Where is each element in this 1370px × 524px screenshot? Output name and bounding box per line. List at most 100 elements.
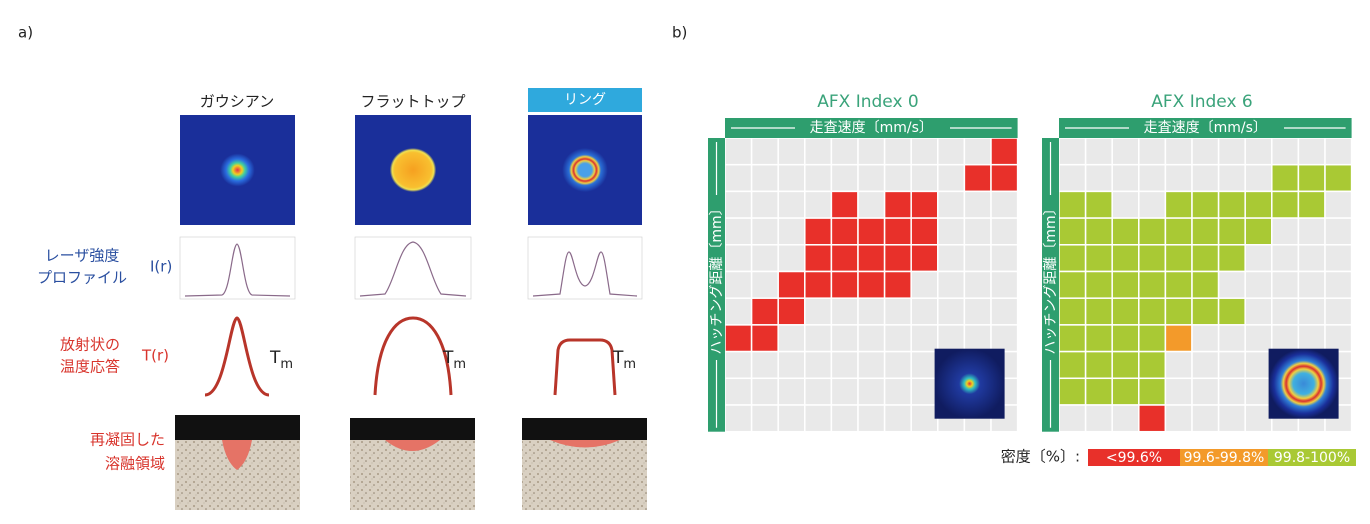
map-cell xyxy=(1138,190,1167,219)
map-cell xyxy=(724,324,753,353)
map-cell xyxy=(750,297,779,326)
map-cell xyxy=(1217,244,1246,273)
map-cell xyxy=(804,404,833,433)
map-cell xyxy=(750,404,779,433)
map-cell xyxy=(1244,217,1273,246)
map-cell xyxy=(1191,297,1220,326)
map-cell xyxy=(883,270,912,299)
map-cell xyxy=(750,217,779,246)
melt-temperature: Tm xyxy=(442,348,466,372)
map-cell xyxy=(1058,297,1087,326)
map-cell xyxy=(1084,163,1113,193)
map-cell xyxy=(777,217,806,246)
map-cell xyxy=(1297,270,1326,299)
row-label: レーザ強度 xyxy=(45,247,120,265)
map-cell xyxy=(1244,297,1273,326)
map-cell xyxy=(1138,244,1167,273)
map-cell xyxy=(1324,270,1353,299)
map-cell xyxy=(724,137,753,166)
map-cell xyxy=(990,244,1019,273)
map-cell xyxy=(724,190,753,219)
map-cell xyxy=(1111,404,1140,433)
map-cell xyxy=(1164,190,1193,219)
melt-temperature: Tm xyxy=(612,348,636,372)
map-cell xyxy=(1324,324,1353,353)
beam-image xyxy=(355,115,471,225)
map-cell xyxy=(777,350,806,380)
map-cell xyxy=(777,270,806,299)
map-cell xyxy=(1164,377,1193,406)
map-cell xyxy=(1297,190,1326,219)
map-cell xyxy=(990,190,1019,219)
map-cell xyxy=(750,270,779,299)
map-cell xyxy=(724,244,753,273)
map-cell xyxy=(1058,404,1087,433)
map-cell xyxy=(777,244,806,273)
row-label: プロファイル xyxy=(37,269,127,287)
map-cell xyxy=(1111,324,1140,353)
map-cell xyxy=(724,217,753,246)
row-label: 溶融領域 xyxy=(105,455,165,473)
map-cell xyxy=(963,297,992,326)
map-cell xyxy=(1297,217,1326,246)
map-cell xyxy=(963,270,992,299)
map-cell xyxy=(963,217,992,246)
tm-base: T xyxy=(442,348,454,368)
map-cell xyxy=(910,190,939,219)
map-cell xyxy=(804,190,833,219)
map-cell xyxy=(1084,350,1113,380)
profile-frames xyxy=(179,236,643,300)
header-box xyxy=(528,88,642,112)
map-cell xyxy=(1058,217,1087,246)
map-cell xyxy=(1297,163,1326,193)
map-cell xyxy=(1084,217,1113,246)
map-cell xyxy=(830,137,859,166)
map-cell xyxy=(937,270,966,299)
map-cell xyxy=(910,163,939,193)
map-cell xyxy=(1111,297,1140,326)
x-axis-label-bg xyxy=(795,119,950,137)
temperature-curves xyxy=(204,316,617,397)
map-cell xyxy=(1244,377,1273,406)
legend-swatch xyxy=(1268,449,1356,466)
map-cell xyxy=(1084,270,1113,299)
map-cell xyxy=(1058,137,1087,166)
map-cell xyxy=(1058,244,1087,273)
column-header: リング xyxy=(564,92,606,108)
map-cell xyxy=(777,190,806,219)
map-cell xyxy=(1084,137,1113,166)
map-cell xyxy=(857,217,886,246)
map-cell xyxy=(1271,324,1300,353)
map-cell xyxy=(1058,377,1087,406)
map-cell xyxy=(804,324,833,353)
map-cell xyxy=(1084,324,1113,353)
map-cell xyxy=(1191,270,1220,299)
map-cell xyxy=(910,404,939,433)
map-cell xyxy=(1244,270,1273,299)
map-cell xyxy=(1138,270,1167,299)
map-cell xyxy=(910,217,939,246)
map-cell xyxy=(1217,217,1246,246)
map-cell xyxy=(910,244,939,273)
legend-swatch xyxy=(1180,449,1268,466)
profiles xyxy=(184,241,638,297)
beam-inset xyxy=(1268,348,1339,419)
map-cell xyxy=(750,137,779,166)
map-cell xyxy=(963,137,992,166)
map-cell xyxy=(750,190,779,219)
map-cell xyxy=(1084,297,1113,326)
map-cell xyxy=(1138,217,1167,246)
map-cell xyxy=(804,217,833,246)
map-cell xyxy=(857,190,886,219)
map-cell xyxy=(1244,190,1273,219)
map-cell xyxy=(724,350,753,380)
map-cell xyxy=(1217,137,1246,166)
map-cell xyxy=(1297,137,1326,166)
x-axis-label-bg xyxy=(1129,119,1284,137)
y-axis-label-bg xyxy=(1043,195,1058,360)
map-cell xyxy=(1324,137,1353,166)
map-cell xyxy=(1297,324,1326,353)
map-cell xyxy=(1217,163,1246,193)
row-label: 再凝固した xyxy=(90,431,165,449)
map-cell xyxy=(937,297,966,326)
